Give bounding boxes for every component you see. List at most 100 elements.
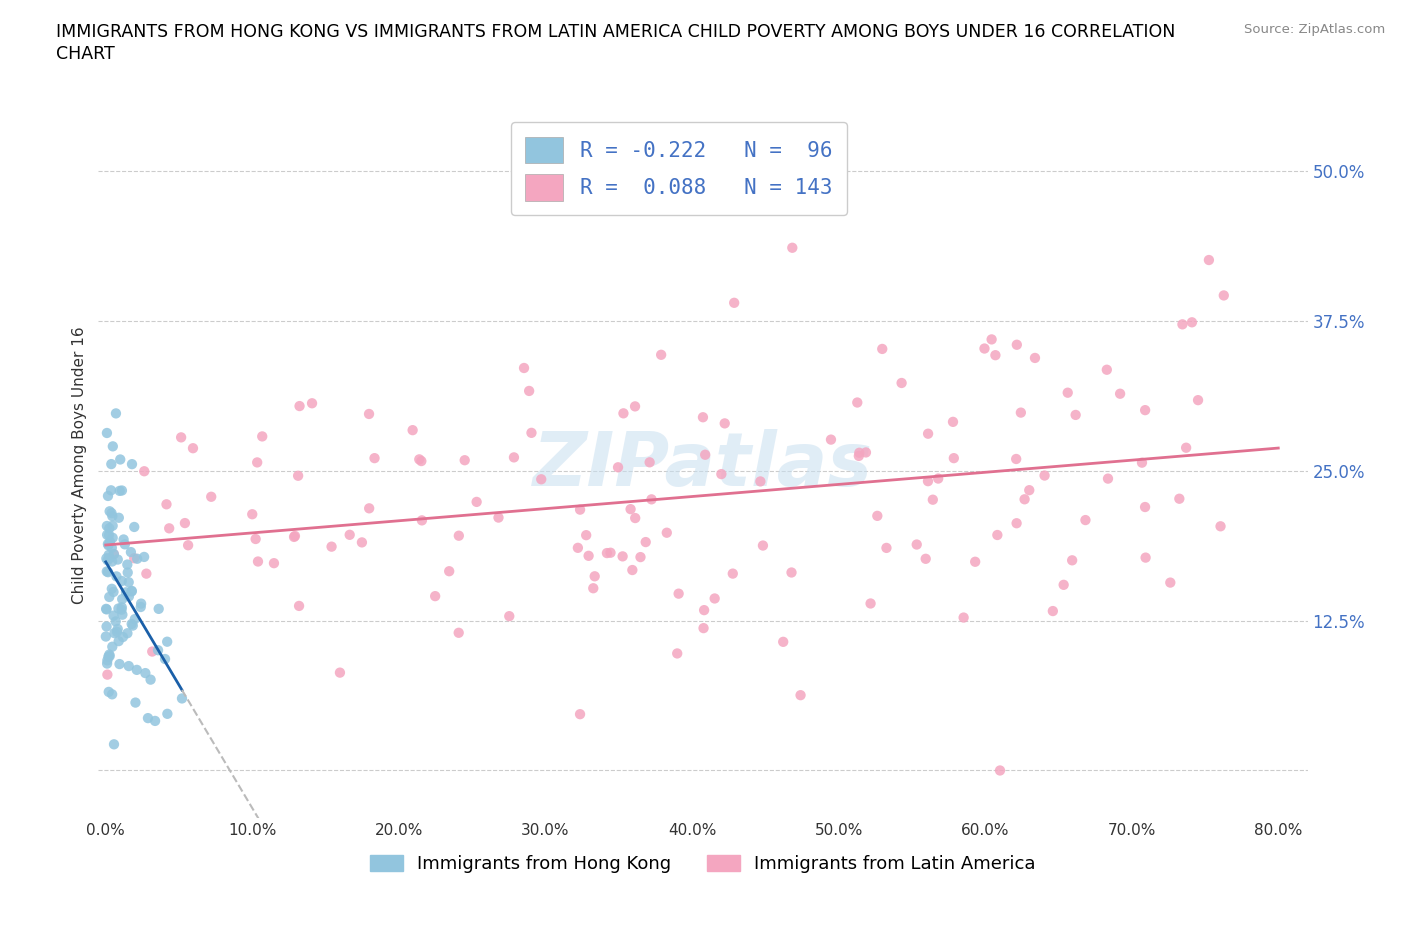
- Point: [110, 603, 132, 618]
- Point: [1097, 472, 1119, 486]
- Point: [101, 518, 124, 533]
- Point: [447, 625, 470, 640]
- Point: [156, 707, 179, 722]
- Point: [96, 564, 118, 578]
- Point: [513, 361, 536, 376]
- Point: [723, 296, 745, 311]
- Point: [1095, 363, 1118, 378]
- Point: [118, 575, 141, 590]
- Point: [96, 653, 118, 668]
- Point: [1133, 499, 1156, 514]
- Point: [96, 656, 118, 671]
- Point: [124, 612, 146, 627]
- Point: [1175, 440, 1198, 455]
- Point: [520, 425, 543, 440]
- Point: [96, 426, 118, 441]
- Point: [454, 453, 477, 468]
- Point: [111, 630, 134, 644]
- Point: [181, 441, 204, 456]
- Point: [97, 537, 120, 551]
- Point: [121, 457, 143, 472]
- Point: [134, 464, 156, 479]
- Point: [1053, 578, 1076, 592]
- Point: [101, 554, 124, 569]
- Point: [127, 551, 149, 566]
- Point: [98, 535, 121, 550]
- Point: [96, 519, 118, 534]
- Point: [108, 511, 131, 525]
- Point: [848, 445, 870, 460]
- Point: [624, 399, 647, 414]
- Y-axis label: Child Poverty Among Boys Under 16: Child Poverty Among Boys Under 16: [72, 326, 87, 604]
- Point: [301, 396, 323, 411]
- Point: [1033, 468, 1056, 483]
- Point: [146, 643, 169, 658]
- Point: [134, 666, 156, 681]
- Point: [752, 538, 775, 553]
- Point: [630, 550, 652, 565]
- Point: [772, 634, 794, 649]
- Point: [988, 763, 1011, 777]
- Point: [97, 538, 120, 552]
- Point: [927, 472, 949, 486]
- Point: [1168, 491, 1191, 506]
- Point: [97, 548, 120, 563]
- Point: [100, 457, 122, 472]
- Point: [612, 405, 634, 420]
- Point: [692, 410, 714, 425]
- Point: [1014, 492, 1036, 507]
- Point: [855, 445, 877, 459]
- Point: [107, 633, 129, 648]
- Point: [103, 547, 125, 562]
- Point: [177, 538, 200, 552]
- Point: [780, 565, 803, 580]
- Point: [98, 527, 121, 542]
- Point: [693, 603, 716, 618]
- Point: [425, 589, 447, 604]
- Point: [103, 547, 125, 562]
- Point: [134, 550, 156, 565]
- Point: [583, 569, 606, 584]
- Point: [108, 657, 131, 671]
- Point: [94, 602, 117, 617]
- Point: [1198, 253, 1220, 268]
- Point: [111, 574, 134, 589]
- Point: [1042, 604, 1064, 618]
- Point: [108, 484, 131, 498]
- Point: [1074, 512, 1097, 527]
- Point: [129, 596, 152, 611]
- Point: [105, 624, 128, 639]
- Point: [710, 467, 733, 482]
- Legend: Immigrants from Hong Kong, Immigrants from Latin America: Immigrants from Hong Kong, Immigrants fr…: [363, 847, 1043, 880]
- Point: [582, 581, 605, 596]
- Point: [973, 341, 995, 356]
- Point: [1171, 317, 1194, 332]
- Point: [942, 415, 965, 430]
- Point: [122, 551, 145, 565]
- Point: [287, 469, 309, 484]
- Point: [1062, 552, 1084, 567]
- Point: [357, 406, 380, 421]
- Point: [1181, 315, 1204, 330]
- Point: [1010, 405, 1032, 420]
- Point: [917, 426, 939, 441]
- Point: [252, 429, 274, 444]
- Point: [692, 620, 714, 635]
- Point: [1005, 516, 1028, 531]
- Point: [121, 583, 143, 598]
- Point: [96, 551, 118, 565]
- Point: [114, 537, 136, 551]
- Point: [411, 513, 433, 528]
- Point: [96, 619, 118, 634]
- Point: [121, 617, 143, 631]
- Point: [101, 581, 124, 596]
- Point: [118, 589, 141, 604]
- Point: [488, 511, 510, 525]
- Point: [621, 563, 644, 578]
- Point: [96, 552, 118, 567]
- Point: [101, 509, 124, 524]
- Point: [984, 348, 1007, 363]
- Point: [1005, 452, 1028, 467]
- Point: [530, 472, 553, 486]
- Point: [890, 376, 912, 391]
